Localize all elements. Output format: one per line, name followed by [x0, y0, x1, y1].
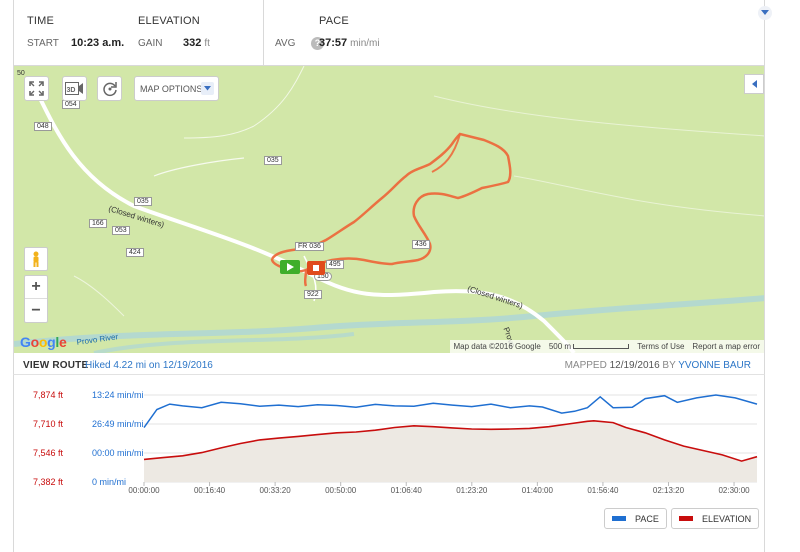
elevation-legend-toggle[interactable]: ELEVATION: [671, 508, 760, 529]
google-logo: Google: [20, 334, 67, 350]
road-shield: 035: [264, 156, 282, 165]
elevation-swatch: [679, 516, 693, 521]
terms-link[interactable]: Terms of Use: [637, 342, 685, 351]
avg-label: AVG: [275, 38, 296, 49]
pace-legend-toggle[interactable]: PACE: [604, 508, 667, 529]
3d-view-button[interactable]: 3D: [62, 76, 87, 101]
3d-video-icon: 3D: [65, 82, 83, 95]
road-shield: 166: [89, 219, 107, 228]
mapped-info: MAPPED 12/19/2016 BY YVONNE BAUR: [564, 360, 751, 371]
stats-divider: [263, 0, 264, 66]
zoom-in-button[interactable]: +: [25, 276, 47, 299]
road-shield: 436: [412, 240, 430, 249]
scale-indicator: 500 m: [549, 342, 630, 351]
svg-text:3D: 3D: [67, 87, 76, 94]
start-value: 10:23 a.m.: [71, 37, 125, 49]
mapped-user-link[interactable]: YVONNE BAUR: [678, 360, 751, 371]
elevation-label: ELEVATION: [138, 15, 200, 27]
report-error-link[interactable]: Report a map error: [692, 342, 760, 351]
road-shield: 048: [34, 122, 52, 131]
map-options-label: MAP OPTIONS: [140, 83, 203, 94]
route-map[interactable]: 50 054 048 035 035 166 053 424 436 922 F…: [13, 66, 765, 353]
map-options-dropdown[interactable]: MAP OPTIONS: [134, 76, 219, 101]
view-route-bar: VIEW ROUTE Hiked 4.22 mi on 12/19/2016 M…: [13, 353, 765, 375]
chevron-left-icon: [751, 80, 757, 88]
street-view-pegman[interactable]: [24, 247, 48, 271]
start-label: START: [27, 38, 59, 49]
gain-unit: ft: [204, 38, 210, 49]
pace-label: PACE: [319, 15, 349, 27]
road-shield: 035: [134, 197, 152, 206]
zoom-control: + −: [24, 275, 48, 323]
road-shield: 054: [62, 100, 80, 109]
stop-icon: [313, 265, 319, 271]
road-shield: 922: [304, 290, 322, 299]
expand-side-panel-button[interactable]: [744, 74, 764, 94]
pace-legend-label: PACE: [635, 513, 659, 524]
zoom-out-button[interactable]: −: [31, 301, 41, 319]
chevron-down-icon: [201, 82, 214, 95]
end-marker[interactable]: [307, 261, 325, 275]
avg-pace-unit: min/mi: [350, 38, 380, 49]
road-shield: 053: [112, 226, 130, 235]
road-shield: 495: [326, 260, 344, 269]
road-shield: 50: [17, 70, 25, 77]
view-route-title: VIEW ROUTE: [23, 360, 89, 371]
elevation-legend-label: ELEVATION: [702, 513, 752, 524]
gain-value: 332 ft: [183, 37, 210, 49]
map-attribution: Map data ©2016 Google 500 m Terms of Use…: [449, 340, 764, 353]
hiked-summary-link[interactable]: Hiked 4.22 mi on 12/19/2016: [85, 360, 213, 371]
map-data-text: Map data ©2016 Google: [453, 342, 541, 351]
gain-label: GAIN: [138, 38, 163, 49]
avg-pace-value: 37:57 min/mi: [319, 37, 380, 49]
expand-icon: [29, 81, 44, 96]
pace-swatch: [612, 516, 626, 521]
fullscreen-button[interactable]: [24, 76, 49, 101]
play-icon: [286, 263, 294, 271]
mapped-date: 12/19/2016: [609, 360, 660, 371]
chevron-down-icon: [761, 10, 769, 15]
elevation-pace-chart-panel: [13, 375, 765, 552]
road-shield: 424: [126, 248, 144, 257]
refresh-icon: [102, 81, 117, 96]
road-shield: FR 036: [295, 242, 324, 251]
time-label: TIME: [27, 15, 55, 27]
help-icon[interactable]: ?: [311, 37, 324, 50]
collapse-stats-button[interactable]: [758, 6, 772, 20]
replay-route-button[interactable]: [97, 76, 122, 101]
start-marker[interactable]: [280, 260, 300, 274]
pegman-icon: [33, 251, 39, 267]
map-canvas: [14, 66, 764, 353]
stats-panel: TIME START 10:23 a.m. ELEVATION GAIN 332…: [13, 0, 772, 66]
